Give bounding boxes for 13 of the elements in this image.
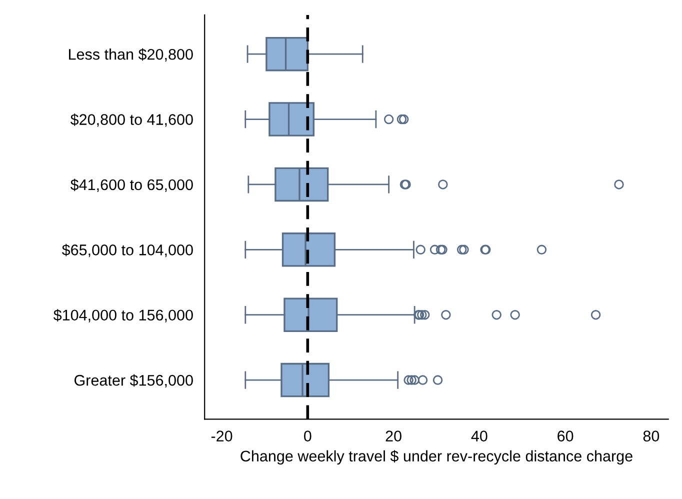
y-tick-label: $41,600 to 65,000 (70, 178, 193, 192)
x-tick-label: 80 (643, 430, 660, 442)
y-tick-label: $20,800 to 41,600 (70, 114, 193, 127)
x-tick-label: -20 (211, 430, 232, 442)
x-tick-label: 40 (471, 430, 488, 442)
x-tick-label: 20 (386, 430, 402, 442)
x-tick-label: 60 (558, 430, 574, 442)
x-axis-title: Change weekly travel $ under rev-recycle distance charge (240, 450, 632, 465)
y-tick-label: $65,000 to 104,000 (62, 244, 193, 258)
y-tick-label: Less than $20,800 (69, 48, 193, 62)
x-tick-label: 0 (304, 430, 312, 442)
y-tick-label: $104,000 to 156,000 (53, 309, 193, 322)
y-tick-label: Greater $156,000 (74, 374, 193, 388)
